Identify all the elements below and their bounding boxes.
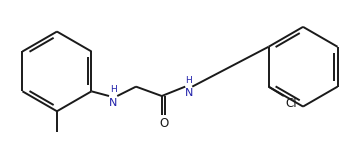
Text: Cl: Cl bbox=[285, 97, 297, 110]
Text: H: H bbox=[110, 85, 117, 94]
Text: H: H bbox=[185, 76, 192, 85]
Text: N: N bbox=[109, 98, 117, 108]
Text: N: N bbox=[185, 88, 193, 98]
Text: O: O bbox=[159, 117, 168, 130]
